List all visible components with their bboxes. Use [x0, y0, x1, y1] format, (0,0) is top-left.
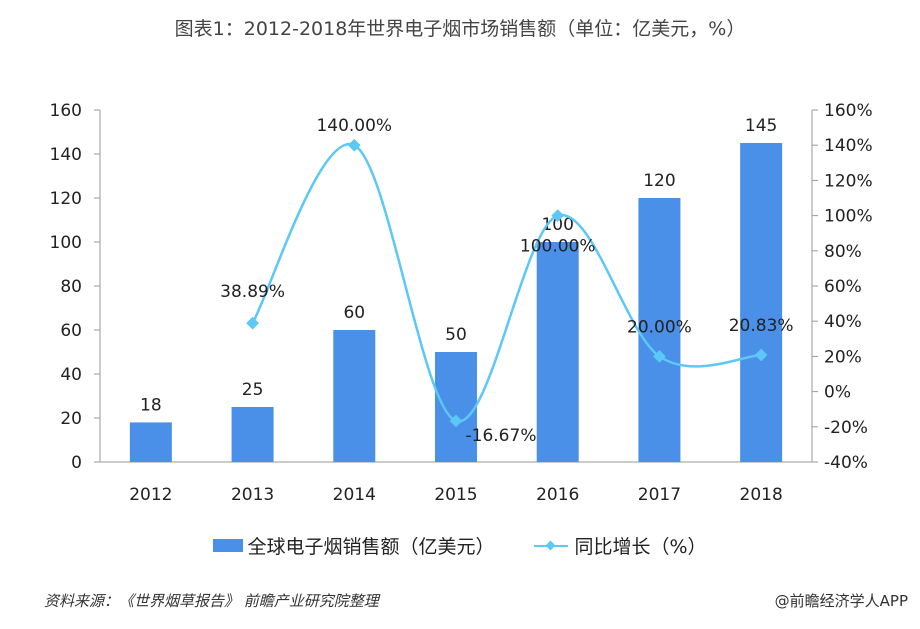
bar [638, 198, 681, 462]
y-tick-label-right: 160% [824, 101, 873, 121]
y-tick-label-left: 40 [60, 365, 82, 385]
growth-point [347, 138, 361, 152]
legend-label: 同比增长（%） [574, 536, 707, 558]
growth-label: 140.00% [316, 116, 392, 136]
legend-line-swatch [534, 539, 569, 553]
y-tick-label-right: -20% [824, 418, 868, 438]
chart-title: 图表1：2012-2018年世界电子烟市场销售额（单位：亿美元，%） [174, 18, 746, 40]
growth-point [246, 316, 259, 330]
x-tick-label: 2014 [333, 485, 376, 505]
y-tick-label-right: 60% [824, 277, 862, 297]
growth-line [251, 142, 762, 423]
legend: 全球电子烟销售额（亿美元） 同比增长（%） [0, 532, 920, 559]
source-note: 资料来源：《世界烟草报告》 前瞻产业研究院整理 [44, 592, 379, 610]
growth-label: -16.67% [466, 426, 537, 446]
bar-label: 25 [242, 380, 264, 400]
y-tick-label-left: 0 [71, 453, 82, 473]
x-tick-label: 2018 [740, 485, 783, 505]
y-tick-label-left: 80 [60, 277, 82, 297]
y-tick-label-right: 40% [824, 312, 862, 332]
y-tick-label-right: 20% [824, 347, 862, 367]
bar-label: 120 [643, 171, 675, 191]
bar [435, 352, 477, 462]
x-tick-label: 2017 [638, 485, 681, 505]
bar-label: 145 [745, 116, 777, 136]
y-tick-label-right: 100% [824, 207, 873, 227]
y-tick-label-left: 140 [50, 145, 82, 165]
bar [231, 407, 274, 462]
y-tick-label-left: 120 [50, 189, 82, 209]
y-tick-label-left: 20 [60, 409, 82, 429]
y-tick-label-right: -40% [824, 453, 868, 473]
growth-label: 20.83% [729, 316, 794, 336]
bar [536, 242, 579, 462]
growth-label: 20.00% [627, 317, 692, 337]
y-tick-label-left: 100 [50, 233, 82, 253]
y-tick-label-right: 120% [824, 171, 873, 191]
growth-label: 100.00% [520, 237, 596, 257]
bar [129, 422, 172, 462]
bar-label: 18 [140, 395, 162, 415]
y-tick-label-right: 80% [824, 242, 862, 262]
y-tick-label-left: 160 [50, 101, 82, 121]
x-tick-label: 2013 [231, 485, 274, 505]
bar [333, 330, 376, 462]
legend-item-sales: 全球电子烟销售额（亿美元） [213, 532, 494, 559]
bar-label: 60 [343, 303, 365, 323]
x-tick-label: 2012 [129, 485, 172, 505]
growth-label: 38.89% [220, 282, 285, 302]
legend-item-growth: 同比增长（%） [534, 532, 707, 559]
bar [740, 143, 783, 462]
y-tick-label-right: 140% [824, 136, 873, 156]
growth-point [449, 414, 463, 428]
y-tick-label-left: 60 [60, 321, 82, 341]
legend-label: 全球电子烟销售额（亿美元） [247, 536, 495, 558]
credit: @前瞻经济学人APP [774, 592, 908, 610]
legend-bar-swatch [213, 539, 244, 552]
bar-label: 50 [445, 325, 467, 345]
x-tick-label: 2015 [434, 485, 477, 505]
y-tick-label-right: 0% [824, 383, 851, 403]
x-tick-label: 2016 [536, 485, 579, 505]
